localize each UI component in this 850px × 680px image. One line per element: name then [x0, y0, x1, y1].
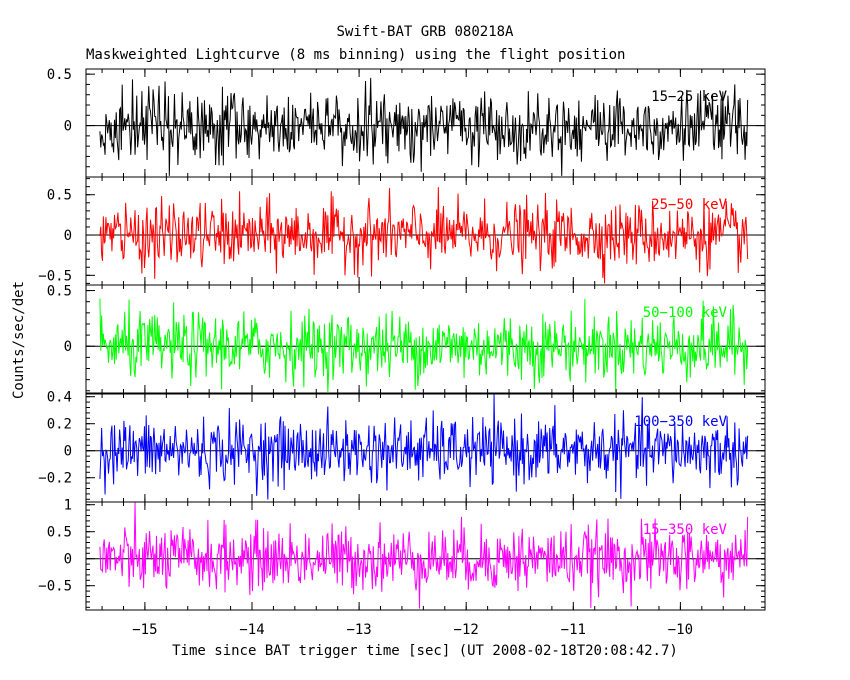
energy-band-label: 15−25 keV [651, 89, 727, 105]
panels-group: 0.5 0 15−25 keV 0.5 0 −0.5 25−50 keV 0.5 0 50−100… [38, 67, 766, 638]
y-tick-label: 1 [64, 498, 72, 514]
y-tick-label: 0 [64, 228, 72, 244]
x-tick-label: −15 [132, 622, 157, 638]
x-tick-label: −14 [239, 622, 264, 638]
x-tick-label: −12 [454, 622, 479, 638]
y-tick-label: 0.2 [47, 417, 72, 433]
panel-frame [85, 176, 766, 286]
panel-1: 0.5 0 −0.5 25−50 keV [38, 176, 766, 286]
series-line-2 [99, 298, 749, 392]
x-tick-label: −10 [668, 622, 693, 638]
y-tick-label: 0.5 [47, 525, 72, 541]
y-tick-label: −0.2 [38, 471, 72, 487]
y-tick-label: 0.5 [47, 188, 72, 204]
energy-band-label: 50−100 keV [643, 305, 728, 321]
y-axis-label: Counts/sec/det [11, 281, 27, 399]
series-line-0 [99, 77, 749, 176]
y-tick-label: 0 [64, 552, 72, 568]
y-tick-label: 0.4 [47, 390, 72, 406]
energy-band-label: 100−350 keV [634, 414, 727, 430]
panel-2: 0.5 0 50−100 keV [47, 284, 766, 394]
series-line-3 [99, 394, 749, 500]
y-tick-label: −0.5 [38, 579, 72, 595]
panel-frame [85, 284, 766, 394]
energy-band-label: 25−50 keV [651, 197, 727, 213]
panel-frame [85, 501, 766, 611]
y-tick-label: 0 [64, 119, 72, 135]
panel-3: 0.4 0.2 0 −0.2 100−350 keV [38, 390, 766, 503]
y-tick-label: 0.5 [47, 284, 72, 300]
y-tick-label: 0.5 [47, 67, 72, 83]
y-tick-label: 0 [64, 444, 72, 460]
y-tick-label: −0.5 [38, 268, 72, 284]
x-tick-label: −11 [561, 622, 586, 638]
energy-band-label: 15−350 keV [643, 522, 728, 538]
x-axis-label: Time since BAT trigger time [sec] (UT 20… [172, 643, 678, 659]
chart-subtitle: Maskweighted Lightcurve (8 ms binning) u… [86, 47, 625, 63]
panel-4: 1 0.5 0 −0.5 15−350 keV [38, 498, 766, 611]
series-line-4 [99, 502, 749, 609]
y-tick-label: 0 [64, 339, 72, 355]
x-tick-label: −13 [346, 622, 371, 638]
chart-title: Swift-BAT GRB 080218A [336, 24, 514, 40]
series-line-1 [99, 187, 749, 284]
panel-0: 0.5 0 15−25 keV [47, 67, 766, 178]
